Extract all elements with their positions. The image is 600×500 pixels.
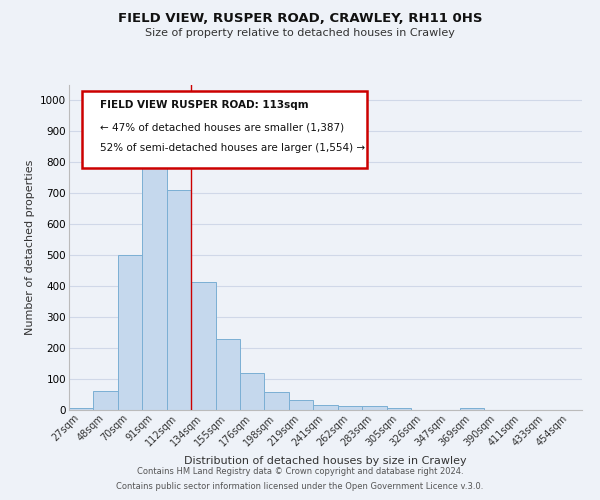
Text: Contains HM Land Registry data © Crown copyright and database right 2024.: Contains HM Land Registry data © Crown c… xyxy=(137,467,463,476)
Bar xyxy=(118,255,142,410)
Bar xyxy=(362,406,386,410)
X-axis label: Distribution of detached houses by size in Crawley: Distribution of detached houses by size … xyxy=(184,456,467,466)
Bar xyxy=(240,373,265,410)
Bar xyxy=(215,339,240,410)
Bar xyxy=(94,391,118,410)
Bar xyxy=(69,408,94,410)
Bar xyxy=(167,190,191,410)
Bar xyxy=(142,156,167,410)
Bar xyxy=(313,406,338,410)
Y-axis label: Number of detached properties: Number of detached properties xyxy=(25,160,35,335)
Bar xyxy=(338,406,362,410)
Bar xyxy=(386,408,411,410)
Bar xyxy=(460,408,484,410)
Text: ← 47% of detached houses are smaller (1,387): ← 47% of detached houses are smaller (1,… xyxy=(100,122,344,132)
Text: FIELD VIEW RUSPER ROAD: 113sqm: FIELD VIEW RUSPER ROAD: 113sqm xyxy=(100,100,308,110)
Bar xyxy=(191,282,215,410)
Text: Contains public sector information licensed under the Open Government Licence v.: Contains public sector information licen… xyxy=(116,482,484,491)
Text: Size of property relative to detached houses in Crawley: Size of property relative to detached ho… xyxy=(145,28,455,38)
Text: 52% of semi-detached houses are larger (1,554) →: 52% of semi-detached houses are larger (… xyxy=(100,144,365,154)
FancyBboxPatch shape xyxy=(82,92,367,168)
Bar xyxy=(289,400,313,410)
Text: FIELD VIEW, RUSPER ROAD, CRAWLEY, RH11 0HS: FIELD VIEW, RUSPER ROAD, CRAWLEY, RH11 0… xyxy=(118,12,482,26)
Bar xyxy=(265,392,289,410)
